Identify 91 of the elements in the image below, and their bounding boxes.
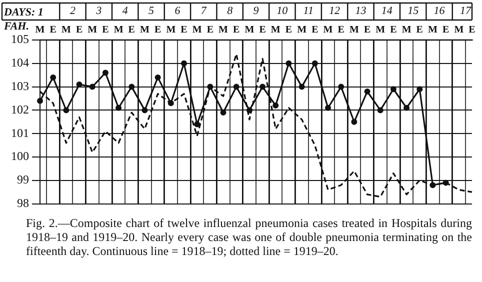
text: 8 <box>226 4 234 19</box>
y-tick-label: 102 <box>11 102 29 116</box>
point <box>246 107 252 114</box>
x-tick-label: M <box>88 24 98 36</box>
text: 9 <box>252 4 260 19</box>
y-tick-label: 99 <box>17 172 29 187</box>
x-tick-label: E <box>206 24 214 36</box>
x-tick-label: E <box>128 24 136 36</box>
x-tick-label: M <box>454 24 464 36</box>
point <box>430 182 436 188</box>
point <box>272 102 279 109</box>
y-axis-title: FAH. <box>3 20 29 32</box>
point <box>154 74 161 80</box>
text: 17 <box>458 4 472 19</box>
point <box>37 98 43 104</box>
point <box>286 60 292 66</box>
point <box>351 118 358 125</box>
x-tick-label: E <box>442 24 450 36</box>
point <box>260 84 266 90</box>
y-tick-label: 98 <box>17 196 29 210</box>
x-tick-label: E <box>50 24 57 36</box>
x-tick-label: M <box>244 24 255 36</box>
point <box>377 107 384 114</box>
x-tick-label: M <box>428 24 438 36</box>
text: 13 <box>354 4 368 19</box>
x-tick-label: M <box>61 24 72 36</box>
x-tick-label: M <box>297 24 308 36</box>
text: 11 <box>302 4 314 19</box>
point <box>338 84 344 90</box>
point <box>442 180 449 186</box>
x-tick-label: E <box>338 24 345 36</box>
x-tick-label: M <box>192 24 202 36</box>
x-tick-label: E <box>285 24 292 36</box>
x-tick-label: M <box>166 24 176 36</box>
point <box>325 104 331 111</box>
point <box>142 107 148 114</box>
x-tick-label: M <box>114 24 124 36</box>
text: 15 <box>406 4 420 19</box>
x-tick-label: E <box>390 24 398 36</box>
y-tick-label: 101 <box>11 126 29 140</box>
text: 2 <box>68 4 76 19</box>
x-tick-label: M <box>270 24 281 36</box>
point <box>168 100 174 106</box>
x-tick-label: M <box>140 24 150 36</box>
point <box>298 84 305 90</box>
x-tick-label: M <box>402 24 412 36</box>
point <box>416 86 423 92</box>
text: 5 <box>148 4 156 19</box>
point <box>102 70 108 76</box>
point <box>312 60 318 66</box>
x-tick-label: E <box>154 24 162 36</box>
x-tick-label: E <box>180 24 188 36</box>
x-tick-label: E <box>416 24 424 36</box>
y-tick-label: 103 <box>11 78 29 93</box>
text: Fig. 2.—Composite chart of twelve influenzal pneumonia cases treated in Hospitals during 1918–19 and 1919–20. Nearly every case was one of double pneumonia terminating on the fifteenth day. Continuous line = 1918–19; dotted line = 1919–20. <box>26 216 472 258</box>
x-tick-label: M <box>349 24 360 36</box>
point <box>128 84 135 90</box>
point <box>50 74 56 80</box>
y-tick-label: 105 <box>11 32 29 46</box>
x-tick-label: E <box>259 24 266 36</box>
point <box>390 86 396 92</box>
point <box>364 88 370 94</box>
text: 12 <box>328 4 342 19</box>
x-tick-label: M <box>323 24 334 36</box>
text: 16 <box>432 4 446 19</box>
y-tick-label: 104 <box>11 56 29 70</box>
x-tick-label: M <box>35 24 46 36</box>
point <box>194 121 200 128</box>
point <box>207 84 214 90</box>
point <box>89 84 96 90</box>
point <box>233 84 240 90</box>
text: 10 <box>276 4 289 19</box>
x-tick-label: E <box>312 24 319 36</box>
y-tick-label: 100 <box>11 149 29 164</box>
text: 3 <box>95 4 103 19</box>
x-tick-label: E <box>468 24 476 36</box>
point <box>181 60 187 66</box>
point <box>63 107 70 114</box>
x-tick-label: E <box>102 24 110 36</box>
x-axis-title: DAYS: 1 <box>3 6 44 18</box>
x-tick-label: M <box>218 24 229 36</box>
point <box>116 104 122 111</box>
text: 14 <box>380 4 394 19</box>
text: 6 <box>174 4 182 19</box>
x-tick-label: E <box>76 24 83 36</box>
x-tick-label: E <box>233 24 240 36</box>
x-tick-label: E <box>364 24 371 36</box>
text: 7 <box>200 4 208 19</box>
x-tick-label: M <box>376 24 386 36</box>
text: 4 <box>121 4 129 19</box>
point <box>404 104 410 111</box>
